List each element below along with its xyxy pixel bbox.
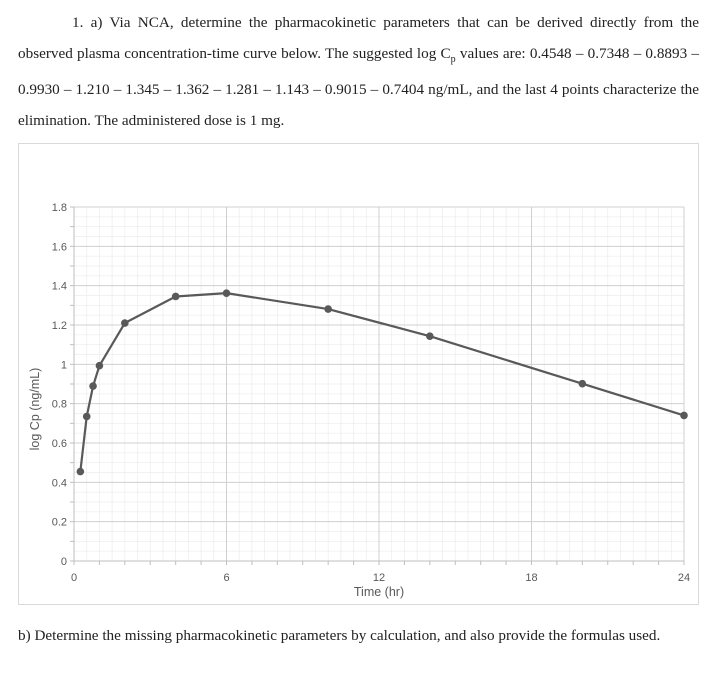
data-point — [82, 412, 91, 421]
y-tick-label: 0 — [61, 556, 67, 568]
grid-layer — [73, 206, 685, 562]
x-axis-title: Time (hr) — [354, 585, 404, 599]
data-point — [121, 319, 129, 327]
y-tick-label: 1.8 — [52, 202, 67, 214]
y-tick-label: 0.8 — [52, 399, 67, 411]
data-point — [222, 289, 231, 297]
y-tick-label: 1.6 — [52, 241, 67, 253]
y-tick-label: 0.2 — [52, 517, 67, 529]
data-point — [680, 411, 688, 420]
y-tick-label: 0.6 — [52, 438, 67, 450]
series-line — [79, 292, 685, 472]
x-tick-label: 24 — [678, 572, 690, 584]
y-tick-label: 1.4 — [52, 281, 67, 293]
series-layer — [76, 289, 688, 476]
data-point — [89, 382, 97, 390]
y-tick-label: 1 — [61, 359, 67, 371]
data-point — [95, 361, 104, 370]
chart-frame: 0 0.2 0.4 0.6 0.8 1 1.2 1.4 1.6 1.8 0 6 12 18 24 Time … — [18, 143, 699, 605]
data-point — [76, 467, 85, 476]
question-part-a: 1. a) Via NCA, determine the pharmacokin… — [18, 8, 699, 136]
data-point — [171, 292, 180, 301]
y-tick-label: 1.2 — [52, 320, 67, 332]
x-tick-label: 6 — [223, 572, 229, 584]
data-point — [426, 332, 434, 341]
x-tick-label: 0 — [71, 572, 77, 584]
axis-layer: 0 0.2 0.4 0.6 0.8 1 1.2 1.4 1.6 1.8 0 6 12 18 24 — [52, 202, 690, 584]
y-axis-title: log Cp (ng/mL) — [28, 368, 42, 451]
y-tick-label: 0.4 — [52, 477, 67, 489]
question-part-a-subscript: p — [450, 53, 456, 65]
data-point — [324, 305, 332, 313]
log-cp-vs-time-chart: 0 0.2 0.4 0.6 0.8 1 1.2 1.4 1.6 1.8 0 6 12 18 24 Time … — [28, 202, 690, 599]
question-part-b: b) Determine the missing pharmacokinetic… — [18, 627, 661, 644]
data-point — [578, 379, 587, 388]
x-tick-label: 18 — [525, 572, 537, 584]
question-part-a-prefix: 1. a) Via NCA, determine the pharmacokin… — [18, 14, 699, 62]
question-part-a-suffix: values are: 0.4548 – 0.7348 – 0.8893 – 0… — [18, 44, 700, 129]
x-tick-label: 12 — [373, 572, 385, 584]
